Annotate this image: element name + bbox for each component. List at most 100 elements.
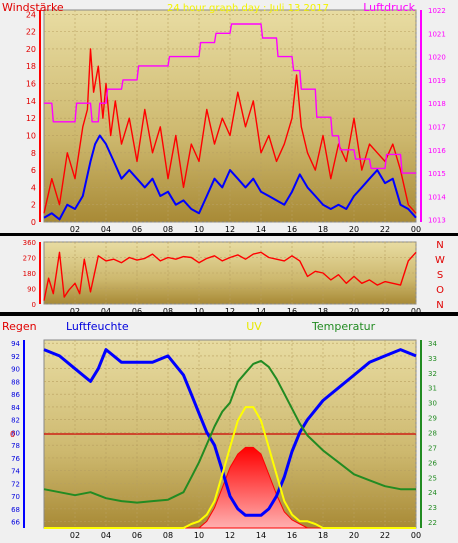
humidity-tick-label: 90 <box>11 366 20 374</box>
temperature-tick-label: 33 <box>428 355 437 363</box>
x-tick-label: 14 <box>256 531 266 540</box>
direction-tick-label: 0 <box>32 301 36 309</box>
x-tick-label: 14 <box>256 225 266 234</box>
x-tick-label: 08 <box>163 307 173 316</box>
humidity-tick-label: 72 <box>11 480 20 488</box>
humidity-tick-label: 94 <box>11 340 20 348</box>
humidity-tick-label: 88 <box>11 378 20 386</box>
humidity-tick-label: 92 <box>11 353 20 361</box>
x-tick-label: 06 <box>132 225 142 234</box>
x-tick-label: 22 <box>380 307 390 316</box>
uv-label: UV <box>246 320 262 333</box>
axes-layer: 0246810121416182022241013101410151016101… <box>10 7 446 540</box>
pressure-tick-label: 1013 <box>428 217 446 225</box>
wind-direction-line <box>43 251 417 301</box>
solar-line <box>44 406 416 529</box>
wind-gust-line <box>43 48 417 214</box>
humidity-label: Luftfeuchte <box>66 320 129 333</box>
x-tick-label: 12 <box>225 225 235 234</box>
x-tick-label: 02 <box>70 225 80 234</box>
series-layer <box>43 23 417 529</box>
humidity-tick-label: 78 <box>11 442 20 450</box>
direction-letter: W <box>435 255 445 266</box>
chart-title: 24 hour graph day : Juli 13 2017 <box>167 3 329 14</box>
x-tick-label: 04 <box>101 307 111 316</box>
direction-letter: O <box>436 285 444 296</box>
wind-tick-label: 10 <box>26 131 36 140</box>
x-tick-label: 08 <box>163 531 173 540</box>
wind-tick-label: 20 <box>26 45 36 54</box>
wind-tick-label: 6 <box>31 166 36 175</box>
humidity-line <box>43 348 417 517</box>
temperature-line <box>43 359 416 504</box>
wind-tick-label: 4 <box>31 183 36 192</box>
x-tick-label: 20 <box>349 531 359 540</box>
x-tick-label: 02 <box>70 307 80 316</box>
wind-tick-label: 2 <box>31 201 36 210</box>
pressure-tick-label: 1020 <box>428 54 446 62</box>
x-tick-label: 00 <box>411 531 421 540</box>
wind-tick-label: 18 <box>26 62 36 71</box>
direction-letter: N <box>436 300 443 311</box>
temperature-tick-label: 24 <box>428 489 437 497</box>
pressure-line <box>44 23 416 174</box>
temperature-label: Temperatur <box>311 320 376 333</box>
pressure-tick-label: 1015 <box>428 170 446 178</box>
humidity-tick-label: 84 <box>11 404 20 412</box>
wind-tick-label: 8 <box>31 149 36 158</box>
x-tick-label: 22 <box>380 531 390 540</box>
wind-axis-label: Windstärke <box>2 1 64 14</box>
humidity-tick-label: 76 <box>11 455 20 463</box>
temperature-tick-label: 26 <box>428 459 437 467</box>
direction-letter: S <box>437 270 443 281</box>
pressure-tick-label: 1019 <box>428 77 446 85</box>
temperature-tick-label: 23 <box>428 504 437 512</box>
direction-tick-label: 270 <box>23 255 36 263</box>
humidity-tick-label: 68 <box>11 506 20 514</box>
direction-tick-label: 180 <box>23 270 36 278</box>
humidity-tick-label: 80 <box>11 429 20 437</box>
wind-tick-label: 14 <box>26 97 36 106</box>
temperature-tick-label: 27 <box>428 444 437 452</box>
pressure-tick-label: 1018 <box>428 100 446 108</box>
humidity-tick-label: 86 <box>11 391 20 399</box>
pressure-tick-label: 1017 <box>428 123 446 131</box>
rain-tick-label: 0 <box>10 430 15 439</box>
x-tick-label: 00 <box>411 225 421 234</box>
temperature-tick-label: 31 <box>428 385 437 393</box>
humidity-tick-label: 66 <box>11 519 20 527</box>
x-tick-label: 14 <box>256 307 266 316</box>
temperature-tick-label: 22 <box>428 519 437 527</box>
wind-tick-label: 12 <box>26 114 36 123</box>
pressure-axis-label: Luftdruck <box>363 1 415 14</box>
x-tick-label: 04 <box>101 531 111 540</box>
wind-tick-label: 16 <box>26 80 36 89</box>
x-tick-label: 10 <box>194 225 204 234</box>
uv-index-area <box>44 446 416 529</box>
wind-tick-label: 24 <box>26 10 36 19</box>
pressure-tick-label: 1016 <box>428 147 446 155</box>
rain-axis-label: Regen <box>2 320 37 333</box>
pressure-tick-label: 1014 <box>428 193 446 201</box>
x-tick-label: 20 <box>349 225 359 234</box>
temperature-tick-label: 32 <box>428 370 437 378</box>
pressure-tick-label: 1022 <box>428 7 446 15</box>
x-tick-label: 16 <box>287 225 297 234</box>
x-tick-label: 18 <box>318 307 328 316</box>
x-tick-label: 18 <box>318 225 328 234</box>
wind-speed-line <box>43 134 417 221</box>
temperature-tick-label: 29 <box>428 415 437 423</box>
x-tick-label: 16 <box>287 307 297 316</box>
x-tick-label: 06 <box>132 307 142 316</box>
humidity-tick-label: 70 <box>11 493 20 501</box>
x-tick-label: 12 <box>225 307 235 316</box>
x-tick-label: 18 <box>318 531 328 540</box>
x-tick-label: 22 <box>380 225 390 234</box>
x-tick-label: 00 <box>411 307 421 316</box>
x-tick-label: 12 <box>225 531 235 540</box>
direction-tick-label: 90 <box>27 286 36 294</box>
direction-tick-label: 360 <box>23 239 36 247</box>
x-tick-label: 20 <box>349 307 359 316</box>
direction-letter: N <box>436 240 443 251</box>
